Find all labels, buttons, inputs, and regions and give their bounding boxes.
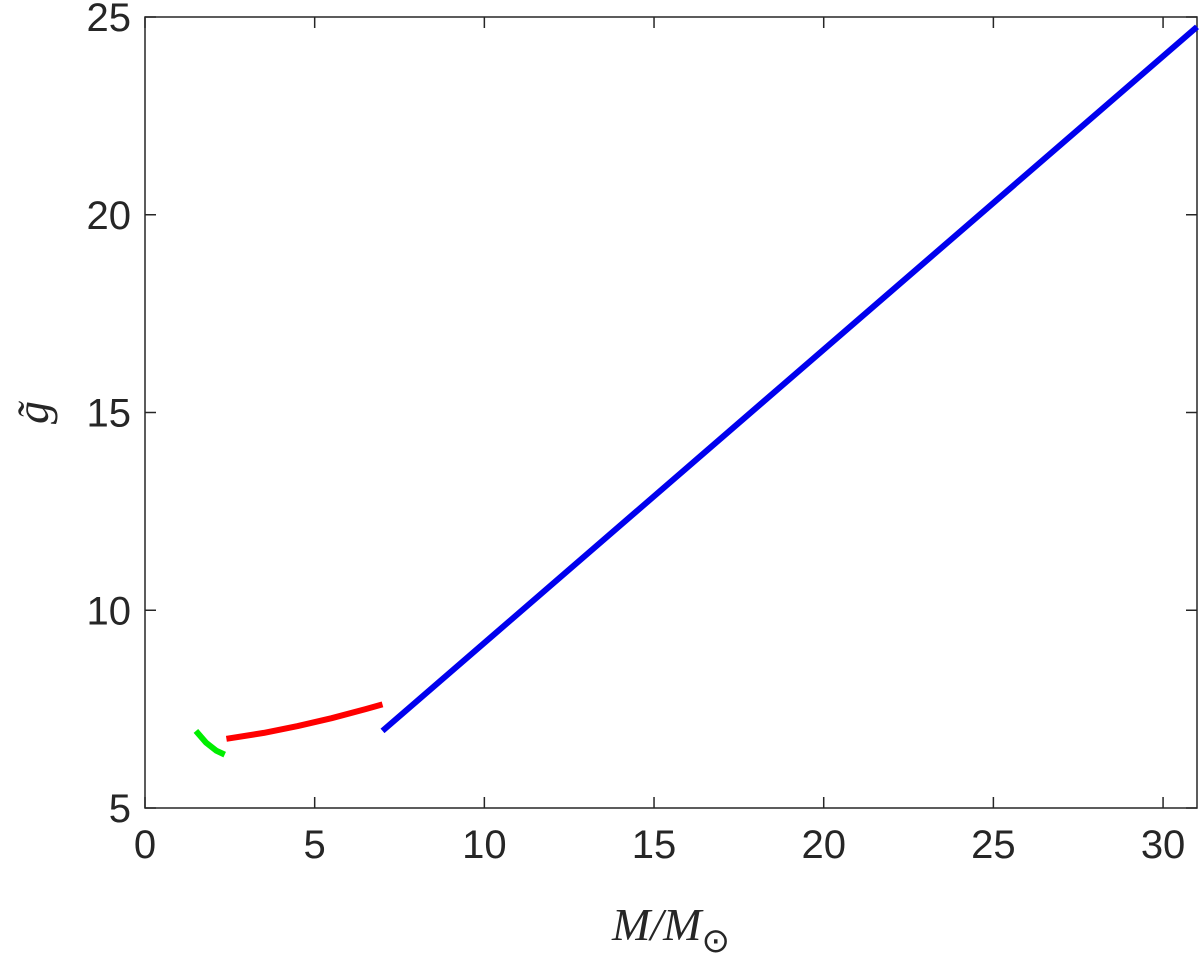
series-line-2 bbox=[225, 701, 384, 742]
x-tick-label: 20 bbox=[801, 823, 846, 867]
series-layer bbox=[193, 24, 1199, 758]
y-axis-ticks: 5 10 15 20 25 bbox=[87, 0, 1197, 831]
x-tick-label: 25 bbox=[971, 823, 1016, 867]
y-tick-label: 10 bbox=[87, 589, 132, 633]
x-axis-label: M/M⊙ bbox=[611, 899, 730, 955]
y-tick-label: 5 bbox=[109, 787, 131, 831]
x-tick-label: 30 bbox=[1141, 823, 1186, 867]
x-tick-label: 15 bbox=[632, 823, 677, 867]
y-tick-label: 25 bbox=[87, 0, 132, 40]
x-tick-label: 5 bbox=[304, 823, 326, 867]
x-axis-ticks: 0 5 10 15 20 25 30 bbox=[134, 17, 1185, 867]
y-tick-label: 20 bbox=[87, 194, 132, 238]
x-tick-label: 10 bbox=[462, 823, 507, 867]
y-axis-label: g̃ bbox=[7, 400, 58, 424]
series-line-1 bbox=[193, 728, 226, 758]
plot-frame bbox=[144, 16, 1198, 809]
series-line-3 bbox=[380, 24, 1199, 734]
plot-box bbox=[144, 16, 1198, 809]
x-axis-label-subscript: ⊙ bbox=[701, 923, 730, 955]
y-tick-label: 15 bbox=[87, 392, 132, 436]
x-axis-label-text: M/M bbox=[611, 899, 704, 950]
x-tick-label: 0 bbox=[134, 823, 156, 867]
